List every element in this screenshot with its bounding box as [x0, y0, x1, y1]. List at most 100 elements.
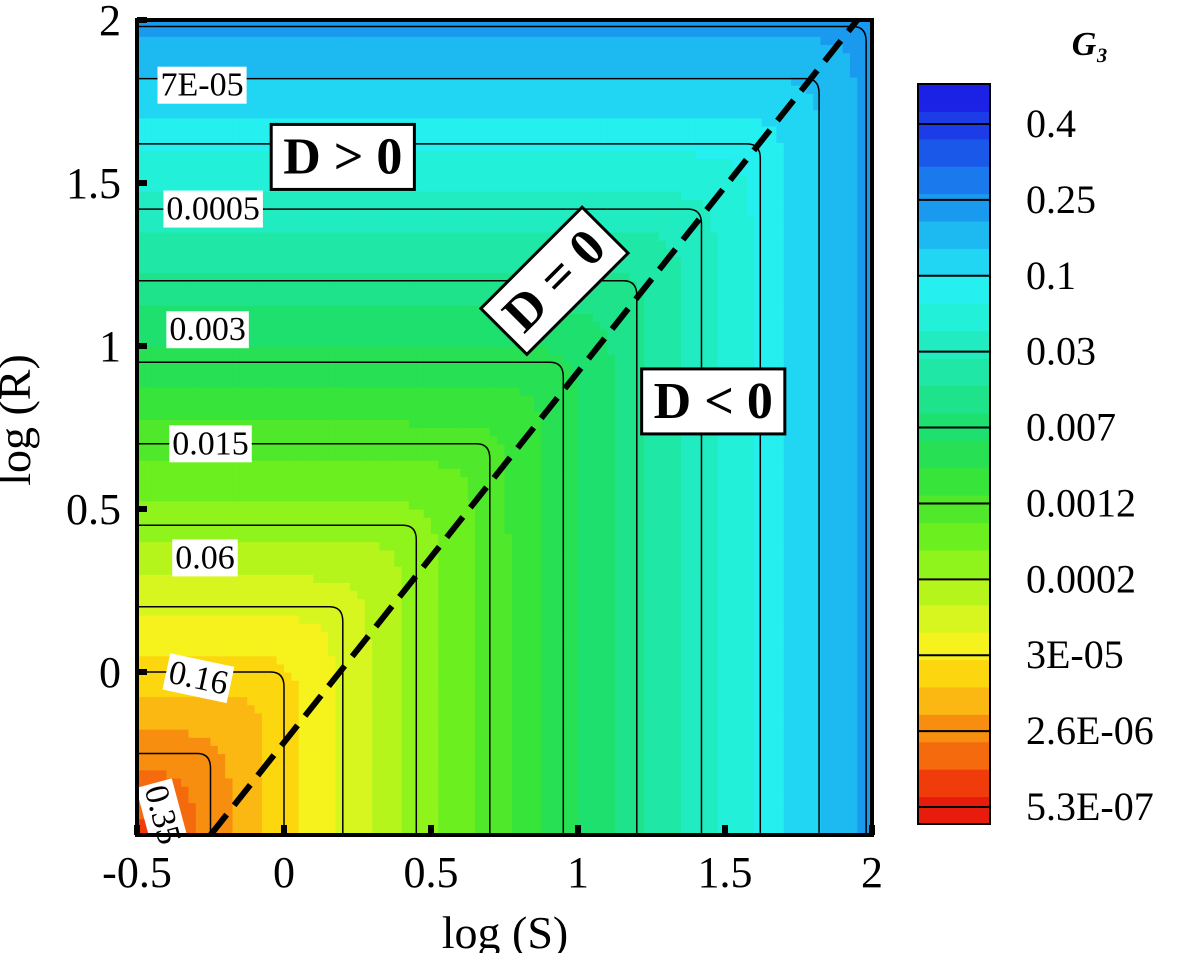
heatmap-cell — [225, 223, 234, 233]
heatmap-cell — [232, 753, 241, 763]
heatmap-cell — [181, 60, 190, 70]
heatmap-cell — [467, 44, 476, 54]
heatmap-cell — [254, 786, 263, 795]
heatmap-cell — [386, 525, 395, 535]
heatmap-cell — [166, 297, 175, 306]
heatmap-cell — [239, 509, 248, 518]
heatmap-cell — [475, 647, 484, 657]
heatmap-cell — [379, 427, 388, 437]
heatmap-cell — [306, 663, 314, 673]
heatmap-cell — [401, 435, 410, 445]
heatmap-cell — [408, 223, 417, 233]
heatmap-cell — [335, 199, 344, 209]
heatmap-cell — [173, 712, 182, 722]
heatmap-cell — [225, 590, 234, 600]
heatmap-cell — [151, 272, 160, 282]
heatmap-cell — [357, 207, 366, 217]
heatmap-cell — [438, 737, 447, 746]
heatmap-cell — [379, 468, 388, 477]
heatmap-cell — [350, 411, 359, 420]
heatmap-cell — [357, 346, 366, 355]
heatmap-cell — [364, 704, 373, 714]
heatmap-cell — [328, 509, 337, 518]
heatmap-cell — [497, 509, 506, 518]
heatmap-cell — [137, 386, 145, 396]
heatmap-cell — [298, 93, 307, 103]
heatmap-cell — [159, 590, 167, 600]
heatmap-cell — [144, 549, 153, 559]
heatmap-cell — [357, 655, 366, 665]
heatmap-cell — [276, 386, 285, 396]
heatmap-cell — [357, 492, 366, 502]
heatmap-cell — [394, 346, 403, 355]
heatmap-cell — [298, 525, 307, 535]
heatmap-cell — [379, 484, 388, 494]
heatmap-cell — [195, 419, 204, 429]
heatmap-cell — [350, 313, 359, 323]
heatmap-cell — [394, 672, 403, 681]
heatmap-cell — [342, 517, 351, 526]
heatmap-cell — [357, 85, 366, 94]
heatmap-cell — [306, 346, 314, 355]
heatmap-cell — [453, 492, 461, 502]
heatmap-cell — [379, 517, 388, 526]
heatmap-cell — [306, 549, 314, 559]
heatmap-cell — [320, 484, 329, 494]
heatmap-cell — [489, 672, 498, 681]
heatmap-cell — [320, 264, 329, 274]
heatmap-cell — [416, 468, 425, 477]
heatmap-cell — [225, 297, 234, 306]
heatmap-cell — [284, 321, 292, 331]
heatmap-cell — [394, 443, 403, 453]
heatmap-cell — [151, 215, 160, 225]
heatmap-cell — [269, 77, 278, 86]
heatmap-cell — [306, 60, 314, 70]
heatmap-cell — [151, 737, 160, 746]
heatmap-cell — [335, 704, 344, 714]
heatmap-cell — [386, 517, 395, 526]
heatmap-cell — [328, 231, 337, 241]
heatmap-cell — [328, 672, 337, 681]
heatmap-cell — [408, 484, 417, 494]
heatmap-cell — [416, 737, 425, 746]
heatmap-cell — [467, 403, 476, 412]
heatmap-cell — [431, 541, 439, 551]
heatmap-cell — [159, 264, 167, 274]
heatmap-cell — [225, 394, 234, 404]
heatmap-cell — [423, 492, 432, 502]
heatmap-cell — [460, 500, 469, 510]
heatmap-cell — [489, 655, 498, 665]
heatmap-cell — [453, 264, 461, 274]
heatmap-cell — [335, 264, 344, 274]
heatmap-cell — [144, 240, 153, 249]
heatmap-cell — [210, 631, 219, 640]
heatmap-cell — [291, 370, 300, 380]
heatmap-cell — [188, 134, 197, 143]
heatmap-cell — [453, 720, 461, 730]
heatmap-cell — [350, 712, 359, 722]
heatmap-cell — [239, 696, 248, 706]
heatmap-cell — [284, 761, 292, 771]
heatmap-cell — [453, 297, 461, 306]
heatmap-cell — [342, 509, 351, 518]
heatmap-cell — [261, 541, 270, 551]
heatmap-cell — [467, 525, 476, 535]
heatmap-cell — [372, 313, 381, 323]
heatmap-cell — [475, 598, 484, 608]
heatmap-cell — [261, 598, 270, 608]
heatmap-cell — [335, 60, 344, 70]
heatmap-cell — [269, 60, 278, 70]
heatmap-cell — [431, 729, 439, 738]
heatmap-cell — [475, 231, 484, 241]
heatmap-cell — [203, 533, 212, 543]
heatmap-cell — [269, 329, 278, 339]
heatmap-cell — [269, 362, 278, 372]
heatmap-cell — [379, 305, 388, 314]
heatmap-cell — [364, 101, 373, 111]
heatmap-cell — [445, 174, 454, 184]
heatmap-cell — [475, 590, 484, 600]
heatmap-cell — [335, 337, 344, 347]
heatmap-cell — [261, 663, 270, 673]
heatmap-cell — [386, 93, 395, 103]
heatmap-cell — [467, 101, 476, 111]
